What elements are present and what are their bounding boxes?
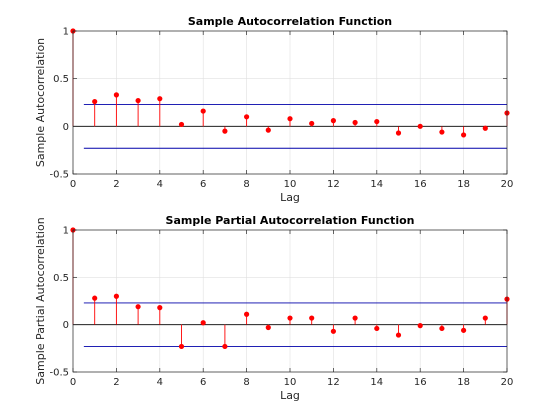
acf-xtick-label-5: 10 <box>284 179 297 190</box>
acf-xtick-label-2: 4 <box>157 179 163 190</box>
pacf-marker-15 <box>395 332 402 338</box>
acf-xtick-label-10: 20 <box>501 179 514 190</box>
acf-marker-19 <box>482 125 488 131</box>
pacf-marker-6 <box>200 320 206 326</box>
acf-marker-11 <box>309 120 315 127</box>
pacf-xtick-label-6: 12 <box>327 377 340 388</box>
acf-marker-3 <box>135 97 141 104</box>
acf-marker-7 <box>222 128 228 134</box>
acf-xtick-label-3: 6 <box>200 179 206 190</box>
pacf-marker-3 <box>135 304 141 310</box>
pacf-title: Sample Partial Autocorrelation Function <box>166 214 415 227</box>
pacf-ytick-label-0: -0.5 <box>49 368 69 379</box>
acf-xtick-label-4: 8 <box>243 179 249 190</box>
pacf-marker-4 <box>157 305 163 311</box>
pacf-xtick-label-4: 8 <box>243 377 249 388</box>
pacf-xtick-label-7: 14 <box>370 377 383 388</box>
acf-xtick-label-0: 0 <box>70 179 76 190</box>
pacf-marker-14 <box>374 325 380 332</box>
acf-marker-1 <box>92 98 98 105</box>
pacf-marker-11 <box>309 315 315 321</box>
pacf-marker-17 <box>439 325 445 332</box>
pacf-ytick-label-1: 0 <box>63 320 69 331</box>
acf-ytick-label-1: 0 <box>63 122 69 133</box>
pacf-xlabel: Lag <box>280 389 300 402</box>
pacf-ytick-label-3: 1 <box>63 226 69 237</box>
pacf-xtick-label-1: 2 <box>113 377 119 388</box>
pacf-xtick-label-2: 4 <box>157 377 163 388</box>
pacf-marker-13 <box>352 315 358 321</box>
acf-marker-16 <box>417 123 423 129</box>
acf-marker-9 <box>265 127 271 133</box>
acf-xlabel: Lag <box>280 191 300 204</box>
pacf-xtick-label-9: 18 <box>457 377 470 388</box>
acf-title: Sample Autocorrelation Function <box>188 15 392 28</box>
pacf-xtick-label-0: 0 <box>70 377 76 388</box>
pacf-marker-12 <box>330 328 336 334</box>
acf-ytick-label-0: -0.5 <box>49 170 69 181</box>
acf-marker-15 <box>395 130 402 136</box>
acf-xtick-label-7: 14 <box>370 179 383 190</box>
acf-ytick-label-3: 1 <box>63 27 69 38</box>
acf-ytick-label-2: 0.5 <box>53 74 69 85</box>
pacf-marker-2 <box>113 293 120 299</box>
pacf-xtick-label-10: 20 <box>501 377 514 388</box>
pacf-xtick-label-5: 10 <box>284 377 297 388</box>
pacf-marker-7 <box>222 343 228 350</box>
pacf-marker-18 <box>461 327 467 333</box>
acf-marker-10 <box>287 116 293 122</box>
acf-xtick-label-9: 18 <box>457 179 470 190</box>
acf-marker-18 <box>461 132 467 138</box>
acf-marker-8 <box>244 114 250 120</box>
pacf-marker-10 <box>287 315 293 321</box>
acf-ylabel: Sample Autocorrelation <box>34 38 47 167</box>
acf-xtick-label-8: 16 <box>414 179 427 190</box>
acf-marker-4 <box>157 96 163 102</box>
acf-marker-12 <box>330 118 336 124</box>
pacf-marker-16 <box>417 323 423 329</box>
pacf-xtick-label-8: 16 <box>414 377 427 388</box>
pacf-marker-5 <box>178 343 185 350</box>
pacf-marker-9 <box>265 324 271 331</box>
acf-marker-2 <box>113 92 120 98</box>
acf-marker-17 <box>439 129 445 135</box>
pacf-ytick-label-2: 0.5 <box>53 273 69 284</box>
acf-marker-14 <box>374 118 380 125</box>
pacf-marker-1 <box>92 295 98 301</box>
acf-xtick-label-6: 12 <box>327 179 340 190</box>
pacf-marker-8 <box>244 311 250 317</box>
pacf-marker-19 <box>482 315 488 321</box>
acf-marker-6 <box>200 108 206 114</box>
acf-xtick-label-1: 2 <box>113 179 119 190</box>
acf-marker-13 <box>352 119 358 126</box>
pacf-xtick-label-3: 6 <box>200 377 206 388</box>
acf-marker-5 <box>178 121 185 128</box>
pacf-ylabel: Sample Partial Autocorrelation <box>34 217 47 384</box>
